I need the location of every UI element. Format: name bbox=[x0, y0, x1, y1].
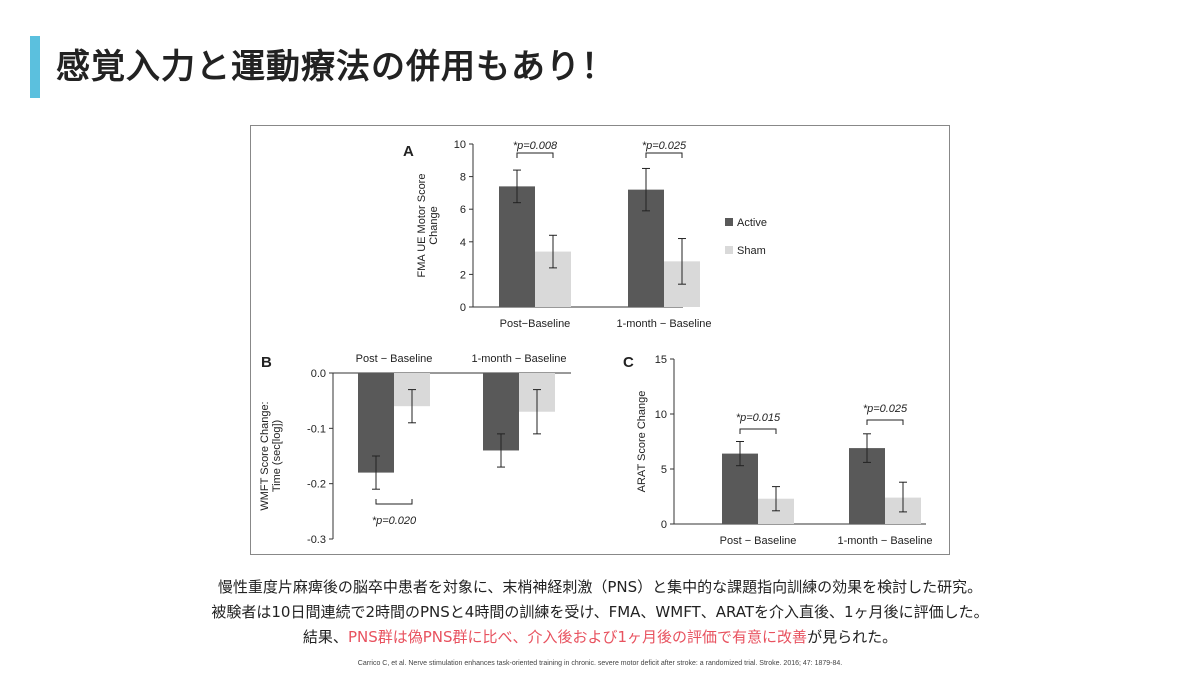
y-tick-label: 0.0 bbox=[311, 368, 326, 380]
caption-line-1: 慢性重度片麻痺後の脳卒中患者を対象に、末梢神経刺激（PNS）と集中的な課題指向訓… bbox=[217, 578, 983, 596]
caption-highlight: PNS群は偽PNS群に比べ、介入後および1ヶ月後の評価で有意に改善 bbox=[347, 628, 808, 646]
y-tick-label: -0.2 bbox=[307, 479, 326, 491]
y-tick-label: 8 bbox=[460, 172, 466, 184]
y-tick-label: 4 bbox=[460, 237, 466, 249]
significance-bracket bbox=[375, 499, 413, 505]
legend-swatch-sham bbox=[725, 246, 733, 254]
title-accent-bar bbox=[30, 36, 40, 98]
y-tick-label: -0.3 bbox=[307, 534, 326, 546]
panel-letter: A bbox=[403, 143, 414, 160]
legend-swatch-active bbox=[725, 218, 733, 226]
slide-title: 感覚入力と運動療法の併用もあり！ bbox=[56, 47, 616, 87]
y-tick-label: 10 bbox=[655, 409, 667, 421]
significance-label: *p=0.015 bbox=[736, 412, 781, 424]
caption-line-3-before: 結果、 bbox=[302, 628, 348, 646]
y-tick-label: 10 bbox=[454, 139, 466, 151]
significance-bracket bbox=[866, 419, 904, 425]
legend-label: Sham bbox=[737, 245, 766, 257]
category-label: 1-month − Baseline bbox=[471, 353, 566, 365]
y-tick-label: 6 bbox=[460, 204, 466, 216]
significance-label: *p=0.025 bbox=[642, 140, 687, 152]
category-label: Post − Baseline bbox=[720, 535, 797, 547]
category-label: Post−Baseline bbox=[500, 318, 571, 330]
significance-bracket bbox=[645, 152, 683, 158]
y-tick-label: 5 bbox=[661, 464, 667, 476]
figure-frame: A 0 2 4 6 8 10 FMA UE Motor ScoreChange Post−Bas… bbox=[250, 125, 950, 555]
chart-panel-b: B 0.0 -0.1 -0.2 -0.3 WMFT Score Change:Time (… bbox=[259, 353, 571, 546]
y-tick-label: 2 bbox=[460, 269, 466, 281]
significance-bracket bbox=[739, 428, 777, 434]
y-axis-title: ARAT Score Change bbox=[636, 391, 648, 493]
category-label: 1-month − Baseline bbox=[837, 535, 932, 547]
bar-active bbox=[499, 186, 535, 307]
y-tick-label: -0.1 bbox=[307, 423, 326, 435]
caption-line-2: 被験者は10日間連続で2時間のPNSと4時間の訓練を受け、FMA、WMFT、AR… bbox=[211, 603, 989, 621]
y-axis-title: FMA UE Motor ScoreChange bbox=[416, 174, 440, 278]
y-axis-title: WMFT Score Change:Time (sec[log]) bbox=[259, 401, 283, 510]
category-label: Post − Baseline bbox=[356, 353, 433, 365]
chart-panel-c: C 0 5 10 15 ARAT Score Change Post − Baseline 1… bbox=[623, 354, 933, 547]
y-tick-label: 0 bbox=[460, 302, 466, 314]
y-tick-label: 15 bbox=[655, 354, 667, 366]
panel-letter: B bbox=[261, 354, 272, 371]
legend-label: Active bbox=[737, 217, 767, 229]
caption-line-3: 結果、PNS群は偽PNS群に比べ、介入後および1ヶ月後の評価で有意に改善が見られ… bbox=[0, 626, 1200, 647]
category-label: 1-month − Baseline bbox=[616, 318, 711, 330]
caption-line-3-after: が見られた。 bbox=[807, 628, 898, 646]
significance-bracket bbox=[516, 152, 554, 158]
chart-panel-a: A 0 2 4 6 8 10 FMA UE Motor ScoreChange Post−Bas… bbox=[403, 139, 767, 330]
significance-label: *p=0.008 bbox=[513, 140, 558, 152]
significance-label: *p=0.020 bbox=[372, 515, 417, 527]
significance-label: *p=0.025 bbox=[863, 403, 908, 415]
panel-letter: C bbox=[623, 354, 634, 371]
citation: Carrico C, et al. Nerve stimulation enha… bbox=[357, 660, 843, 667]
y-tick-label: 0 bbox=[661, 519, 667, 531]
